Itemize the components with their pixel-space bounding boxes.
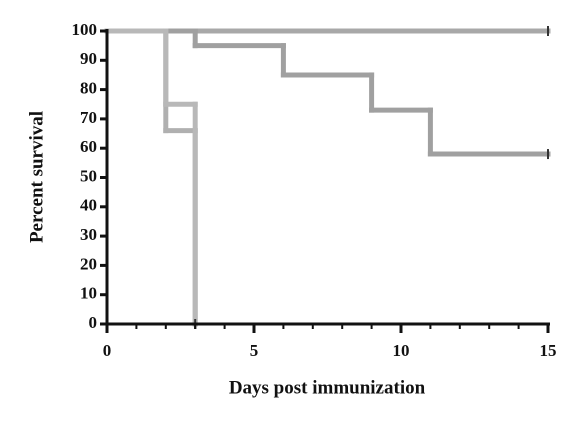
y-tick-label: 40	[80, 196, 97, 215]
y-tick-label: 50	[80, 166, 97, 185]
y-tick-label: 20	[80, 254, 97, 273]
x-axis-title: Days post immunization	[229, 377, 426, 398]
y-tick-label: 60	[80, 137, 97, 156]
y-tick-label: 30	[80, 225, 97, 244]
y-tick-label: 90	[80, 49, 97, 68]
y-tick-label: 70	[80, 108, 97, 127]
x-tick-label: 15	[540, 341, 557, 360]
x-tick-label: 0	[103, 341, 112, 360]
chart: Days post immunization Percent survival …	[0, 0, 583, 424]
y-tick-label: 100	[72, 20, 98, 39]
y-tick-label: 10	[80, 284, 97, 303]
x-tick-label: 5	[250, 341, 259, 360]
y-tick-label: 80	[80, 79, 97, 98]
x-tick-label: 10	[393, 341, 410, 360]
y-axis-title: Percent survival	[26, 111, 47, 243]
y-tick-label: 0	[89, 313, 98, 332]
